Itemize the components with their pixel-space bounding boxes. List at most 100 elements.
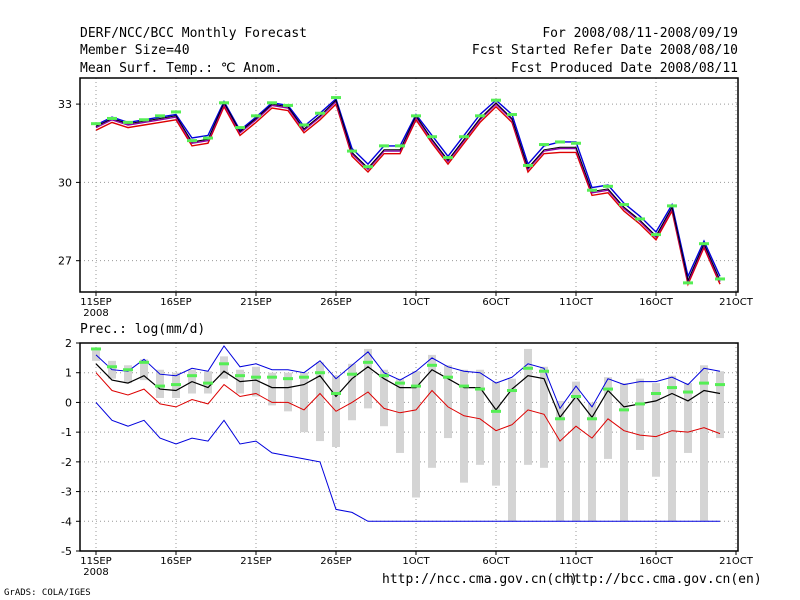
observed-marker — [155, 384, 165, 388]
observed-marker — [379, 374, 389, 378]
observed-marker — [91, 122, 101, 126]
observed-marker — [427, 135, 437, 139]
x-year-label: 2008 — [83, 567, 108, 578]
observed-marker — [507, 113, 517, 117]
observed-marker — [347, 372, 357, 376]
member-range-bar — [92, 350, 100, 361]
observed-marker — [107, 365, 117, 369]
y-tick-label: 1 — [65, 367, 72, 380]
forecast-start-date: Fcst Started Refer Date 2008/08/10 — [471, 43, 738, 58]
y-tick-label: -5 — [61, 545, 72, 558]
observed-marker — [299, 375, 309, 379]
observed-marker — [443, 156, 453, 160]
x-tick-label: 26SEP — [320, 556, 351, 567]
x-tick-label: 11OCT — [559, 297, 594, 308]
member-range-bar — [540, 366, 548, 468]
observed-marker — [331, 392, 341, 396]
member-range-bar — [428, 354, 436, 468]
y-tick-label: -4 — [61, 515, 72, 528]
series-line-upper — [95, 97, 721, 279]
member-range-bar — [444, 365, 452, 439]
series-line-ensemble — [95, 100, 721, 284]
x-tick-label: 26SEP — [320, 297, 351, 308]
series-line-ensemble-mean — [95, 99, 721, 282]
observed-marker — [91, 347, 101, 351]
member-range-bar — [220, 356, 228, 379]
x-tick-label: 11SEP — [80, 297, 111, 308]
ncc-url: http://ncc.cma.gov.cn(ch) — [382, 572, 578, 587]
member-range-bar — [492, 381, 500, 486]
member-range-bar — [700, 365, 708, 522]
observed-marker — [667, 386, 677, 390]
observed-marker — [315, 111, 325, 115]
member-range-bar — [316, 362, 324, 442]
observed-marker — [283, 377, 293, 381]
observed-marker — [235, 126, 245, 130]
observed-marker — [555, 140, 565, 144]
member-range-bar — [412, 371, 420, 498]
observed-marker — [475, 387, 485, 391]
observed-marker — [619, 408, 629, 412]
series-line-lower — [95, 102, 721, 287]
observed-marker — [235, 374, 245, 378]
bcc-url: http://bcc.cma.gov.cn(en) — [566, 572, 762, 587]
x-tick-label: 16OCT — [639, 297, 674, 308]
y-tick-label: 27 — [58, 255, 72, 268]
observed-marker — [171, 110, 181, 114]
x-tick-label: 21SEP — [240, 556, 271, 567]
member-range-bar — [364, 348, 372, 409]
observed-marker — [651, 233, 661, 237]
y-tick-label: 30 — [58, 176, 72, 189]
observed-marker — [395, 381, 405, 385]
observed-marker — [315, 371, 325, 375]
observed-marker — [539, 143, 549, 147]
observed-marker — [699, 381, 709, 385]
observed-marker — [267, 375, 277, 379]
series-line-min — [95, 402, 720, 522]
observed-marker — [251, 375, 261, 379]
observed-marker — [139, 360, 149, 364]
member-range-bar — [476, 369, 484, 465]
x-year-label: 2008 — [83, 308, 108, 319]
observed-marker — [411, 114, 421, 118]
precip-chart-title: Prec.: log(mm/d) — [80, 322, 206, 337]
observed-marker — [267, 101, 277, 105]
observed-marker — [571, 394, 581, 398]
observed-marker — [411, 384, 421, 388]
observed-marker — [715, 277, 725, 281]
x-tick-label: 21OCT — [719, 297, 754, 308]
observed-marker — [203, 136, 213, 140]
member-range-bar — [300, 372, 308, 433]
y-tick-label: 33 — [58, 98, 72, 111]
member-range-bar — [652, 383, 660, 477]
observed-marker — [539, 369, 549, 373]
observed-marker — [331, 96, 341, 100]
x-tick-label: 6OCT — [482, 556, 510, 567]
observed-marker — [251, 114, 261, 118]
member-range-bar — [620, 383, 628, 522]
member-range-bar — [508, 378, 516, 522]
member-range-bar — [140, 359, 148, 381]
observed-marker — [459, 135, 469, 139]
x-tick-label: 16OCT — [639, 556, 674, 567]
member-range-bar — [268, 372, 276, 406]
observed-marker — [379, 144, 389, 148]
observed-marker — [395, 144, 405, 148]
temperature-chart: 27 30 33 11SEP 16SEP 21SEP 26SEP 1OCT 6OCT 11OCT 1… — [58, 77, 754, 319]
observed-marker — [459, 384, 469, 388]
member-range-bar — [572, 381, 580, 522]
observed-marker — [603, 184, 613, 188]
observed-marker — [555, 417, 565, 421]
y-tick-label: 2 — [65, 337, 72, 350]
x-tick-label: 1OCT — [402, 297, 430, 308]
observed-marker — [491, 98, 501, 102]
observed-marker — [635, 217, 645, 221]
member-range-bar — [556, 400, 564, 522]
plot-frame — [79, 342, 739, 552]
observed-marker — [363, 165, 373, 169]
observed-marker — [171, 383, 181, 387]
member-range-bar — [684, 383, 692, 453]
member-range-bar — [604, 377, 612, 459]
plot-frame — [79, 77, 739, 293]
observed-marker — [363, 360, 373, 364]
